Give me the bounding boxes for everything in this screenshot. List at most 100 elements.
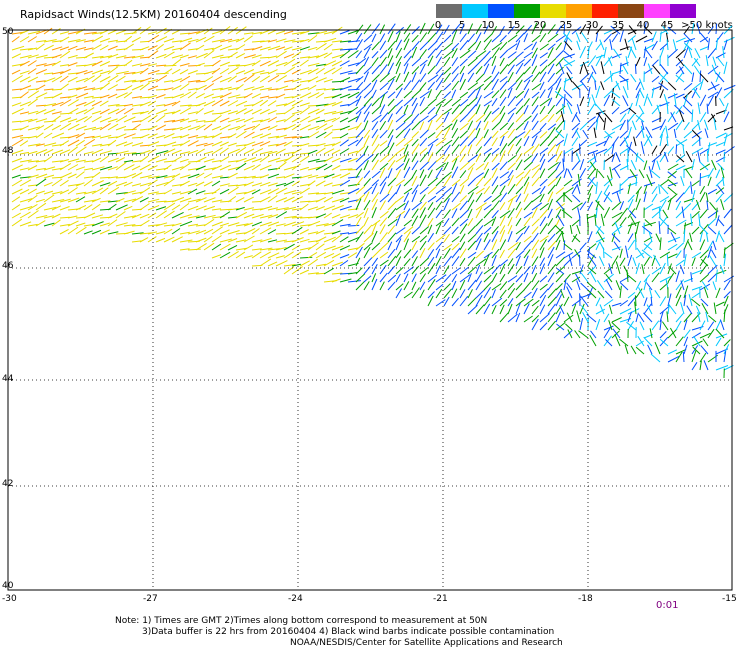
wind-barb [723, 102, 729, 115]
wind-barb [339, 40, 352, 43]
wind-barb [395, 105, 403, 115]
wind-barb [699, 209, 708, 219]
wind-barb [363, 281, 370, 291]
wind-barb [459, 33, 467, 43]
wind-barb [259, 247, 273, 251]
wind-barb [155, 114, 166, 123]
wind-barb [443, 98, 453, 107]
wind-barb [703, 360, 709, 371]
wind-barb [499, 289, 507, 299]
wind-barb [251, 248, 262, 251]
wind-barb [395, 128, 406, 139]
wind-barb [27, 68, 37, 75]
wind-barb [619, 29, 624, 43]
wind-barb [699, 32, 709, 43]
wind-barb [451, 217, 460, 227]
wind-barb [654, 341, 661, 355]
wind-barb [523, 66, 531, 75]
wind-barb [307, 272, 319, 275]
wind-barb [712, 56, 717, 67]
wind-barb [675, 320, 682, 331]
wind-barb [259, 214, 273, 219]
wind-barb [427, 169, 433, 179]
wind-barb [315, 88, 326, 91]
wind-barb [19, 221, 32, 227]
wind-barb [379, 145, 390, 155]
wind-barb [339, 223, 351, 227]
wind-barb [67, 158, 80, 163]
wind-barb [703, 119, 709, 131]
wind-barb [75, 204, 87, 211]
wind-barb [700, 258, 709, 267]
wind-barb [619, 119, 626, 131]
wind-barb [219, 76, 232, 83]
wind-barb [435, 66, 443, 75]
wind-barb [251, 93, 262, 99]
wind-barb [483, 161, 489, 171]
wind-barb [443, 233, 450, 243]
wind-barb [147, 231, 158, 235]
wind-barb [595, 207, 598, 219]
wind-barb [123, 133, 136, 139]
wind-barb [179, 54, 189, 59]
wind-barb [499, 63, 509, 75]
wind-barb [339, 104, 350, 107]
wind-barb [43, 181, 53, 187]
wind-barb [211, 226, 223, 235]
wind-barb [275, 61, 288, 67]
wind-barb [586, 250, 597, 259]
wind-barb [211, 180, 221, 187]
wind-barb [555, 150, 563, 163]
wind-barb [667, 236, 681, 243]
wind-barb [451, 288, 458, 299]
wind-barb [566, 286, 573, 299]
wind-barb [403, 151, 409, 163]
wind-barb [235, 162, 247, 171]
wind-barb [67, 107, 79, 115]
wind-barb [11, 149, 24, 155]
wind-barb [576, 184, 581, 195]
wind-barb [419, 59, 428, 67]
wind-barb [27, 118, 38, 123]
wind-barb [675, 259, 685, 267]
wind-barb [675, 250, 682, 259]
wind-barb [139, 46, 150, 51]
wind-barb [566, 102, 573, 115]
wind-barb [692, 346, 701, 355]
wind-barb [91, 166, 105, 171]
wind-barb [627, 239, 636, 251]
wind-barb [483, 136, 492, 147]
colorbar-segment-2 [488, 4, 514, 18]
wind-barb [547, 198, 553, 211]
wind-barb [331, 48, 343, 51]
wind-barb [371, 74, 380, 83]
wind-barb [419, 169, 425, 179]
wind-barb [574, 113, 581, 123]
wind-barb [355, 198, 362, 211]
wind-barb [523, 235, 532, 243]
wind-barb [672, 39, 677, 51]
wind-barb [667, 293, 672, 307]
wind-barb [163, 228, 173, 235]
wind-barb [251, 133, 264, 139]
wind-barb [227, 51, 238, 59]
wind-barb [595, 181, 598, 195]
wind-barb [539, 98, 551, 107]
wind-barb [611, 153, 616, 163]
wind-barb [699, 78, 704, 91]
wind-barb [51, 167, 64, 171]
wind-barb [661, 321, 669, 331]
wind-barb [195, 215, 206, 219]
wind-barb [507, 248, 516, 259]
wind-barb [27, 126, 40, 131]
wind-barb [331, 272, 343, 275]
wind-barb [649, 328, 653, 339]
wind-barb [275, 85, 289, 91]
wind-barb [67, 134, 80, 139]
wind-barb [587, 254, 595, 267]
wind-barb [475, 87, 481, 99]
wind-barb [387, 185, 393, 195]
wind-barb [363, 266, 371, 275]
wind-barb [507, 64, 515, 75]
wind-barb [718, 231, 725, 243]
